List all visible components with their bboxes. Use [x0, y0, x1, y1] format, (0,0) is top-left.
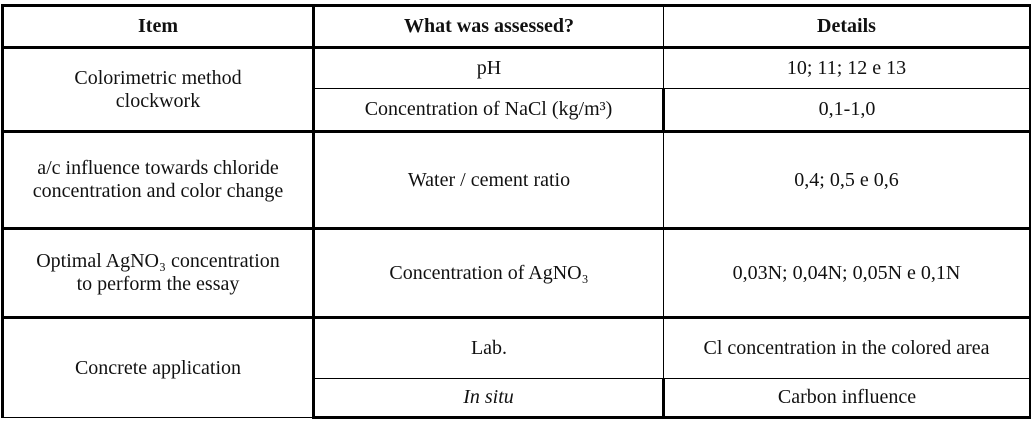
- row: Optimal AgNO₃ concentration to perform t…: [1, 227, 1031, 318]
- item-cell: Optimal AgNO₃ concentration to perform t…: [1, 227, 315, 318]
- item-cell: a/c influence towards chloride concentra…: [1, 130, 315, 229]
- details-cell: 0,03N; 0,04N; 0,05N e 0,1N: [663, 227, 1031, 318]
- assessed-cell: Concentration of NaCl (kg/m³): [312, 88, 665, 132]
- assessed-cell: Lab.: [313, 316, 664, 379]
- details-cell: Cl concentration in the colored area: [663, 316, 1031, 379]
- assessed-cell: pH: [313, 46, 664, 89]
- header-cell: What was assessed?: [313, 4, 664, 49]
- assessed-cell: In situ: [312, 378, 665, 419]
- header-cell: Details: [663, 4, 1031, 49]
- header-cell: Item: [1, 4, 315, 49]
- row: Colorimetric method clockwork pH 10; 11;…: [1, 46, 1031, 132]
- assessed-cell: Water / cement ratio: [313, 130, 664, 229]
- assessed-cell: Concentration of AgNO₃: [313, 227, 664, 318]
- row: In situ Carbon influence: [3, 378, 1031, 419]
- row: Concentration of NaCl (kg/m³) 0,1-1,0: [3, 88, 1031, 132]
- row: Concrete application Lab. Cl concentrati…: [1, 316, 1031, 418]
- item-cell: Concrete application: [1, 316, 315, 418]
- header-row: Item What was assessed? Details: [1, 4, 1031, 49]
- row: a/c influence towards chloride concentra…: [1, 130, 1031, 229]
- details-cell: 0,1-1,0: [663, 88, 1031, 132]
- details-cell: 10; 11; 12 e 13: [663, 46, 1031, 89]
- assessment-table: Item What was assessed? Details Colorime…: [1, 4, 1031, 419]
- details-cell: 0,4; 0,5 e 0,6: [663, 130, 1031, 229]
- item-cell: Colorimetric method clockwork: [1, 46, 315, 132]
- details-cell: Carbon influence: [663, 378, 1031, 419]
